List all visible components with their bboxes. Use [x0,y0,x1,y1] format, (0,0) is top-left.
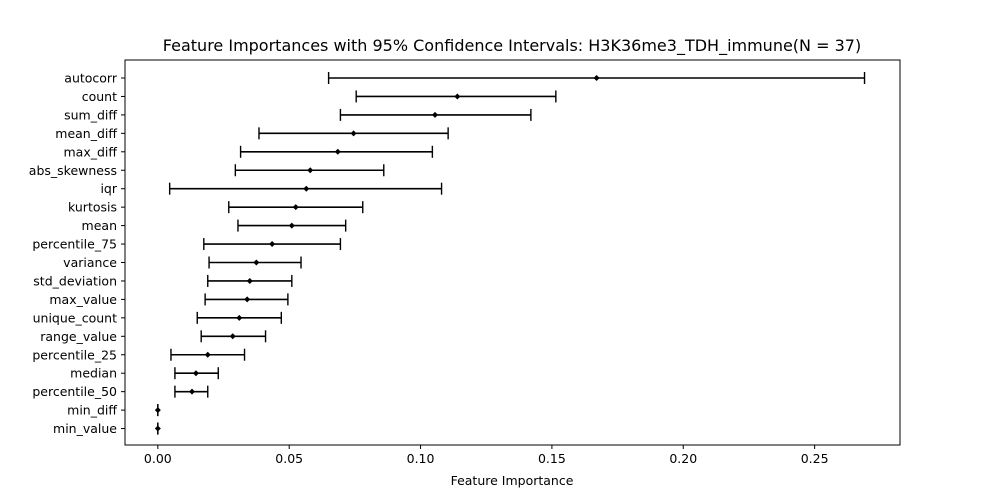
feature-row-std-deviation [207,274,293,287]
x-tick-label: 0.20 [669,451,697,466]
plot-frame [124,59,901,446]
feature-row-min-value [154,422,161,435]
feature-row-abs-skewness [234,164,385,177]
importance-marker [307,167,314,174]
feature-row-sum-diff [339,108,532,121]
feature-row-unique-count [196,311,283,324]
y-tick-label: max_value [49,292,117,307]
y-tick-label: min_diff [67,403,117,418]
feature-row-percentile-50 [174,385,209,398]
x-tick-label: 0.05 [275,451,303,466]
feature-row-variance [208,256,302,269]
importance-marker [192,370,199,377]
y-tick-label: mean_diff [55,126,117,141]
importance-marker [303,185,310,192]
y-tick-label: autocorr [64,71,118,86]
importance-marker [236,314,243,321]
y-tick-label: abs_skewness [29,163,117,178]
y-tick-label: sum_diff [64,107,117,122]
y-tick-label: percentile_75 [32,237,117,252]
y-tick-label: percentile_25 [32,347,117,362]
importance-marker [432,111,438,118]
x-axis: 0.00 0.05 0.10 0.15 0.20 0.25 [144,445,829,466]
feature-row-autocorr [327,72,866,84]
x-tick-label: 0.00 [144,451,172,466]
feature-row-range-value [200,330,267,343]
y-axis: autocorr count sum_diff mean_diff max_diffab… [29,71,125,436]
feature-row-percentile-75 [203,238,342,251]
y-tick-label: median [70,366,117,381]
importance-marker [253,259,260,266]
x-tick-label: 0.10 [407,451,435,466]
feature-row-percentile-25 [170,348,246,361]
importance-marker [229,333,236,340]
importance-marker [350,130,357,137]
chart-title: Feature Importances with 95% Confidence … [163,36,861,56]
y-tick-label: percentile_50 [32,384,117,399]
importance-marker [334,148,341,155]
y-tick-label: variance [63,255,117,270]
feature-row-count [355,90,557,103]
y-tick-label: range_value [40,329,117,344]
importance-marker [188,388,195,395]
x-tick-label: 0.15 [538,451,566,466]
importance-marker [269,241,276,248]
y-tick-label: max_diff [63,144,117,159]
y-tick-label: iqr [100,181,117,196]
plot-area [154,72,866,435]
x-axis-label: Feature Importance [451,473,574,488]
y-tick-label: kurtosis [68,200,117,215]
feature-row-min-diff [154,404,161,417]
y-tick-label: std_deviation [33,273,117,288]
importance-marker [292,204,299,211]
feature-row-max-value [204,293,289,306]
importance-marker [244,296,251,303]
feature-row-mean [237,219,347,232]
importance-marker [454,93,461,100]
importance-marker [154,425,161,432]
importance-marker [593,75,600,81]
y-tick-label: count [82,89,117,104]
importance-marker [154,407,161,414]
y-tick-label: mean [82,218,117,233]
feature-row-iqr [168,182,443,195]
feature-row-mean-diff [258,127,449,140]
y-tick-label: unique_count [33,310,117,325]
feature-row-kurtosis [228,201,364,214]
importance-marker [204,351,211,358]
importance-marker [246,277,253,284]
feature-row-max-diff [239,145,434,158]
importance-marker [288,222,295,229]
y-tick-label: min_value [53,421,117,436]
x-tick-label: 0.25 [801,451,829,466]
feature-row-median [174,367,219,380]
